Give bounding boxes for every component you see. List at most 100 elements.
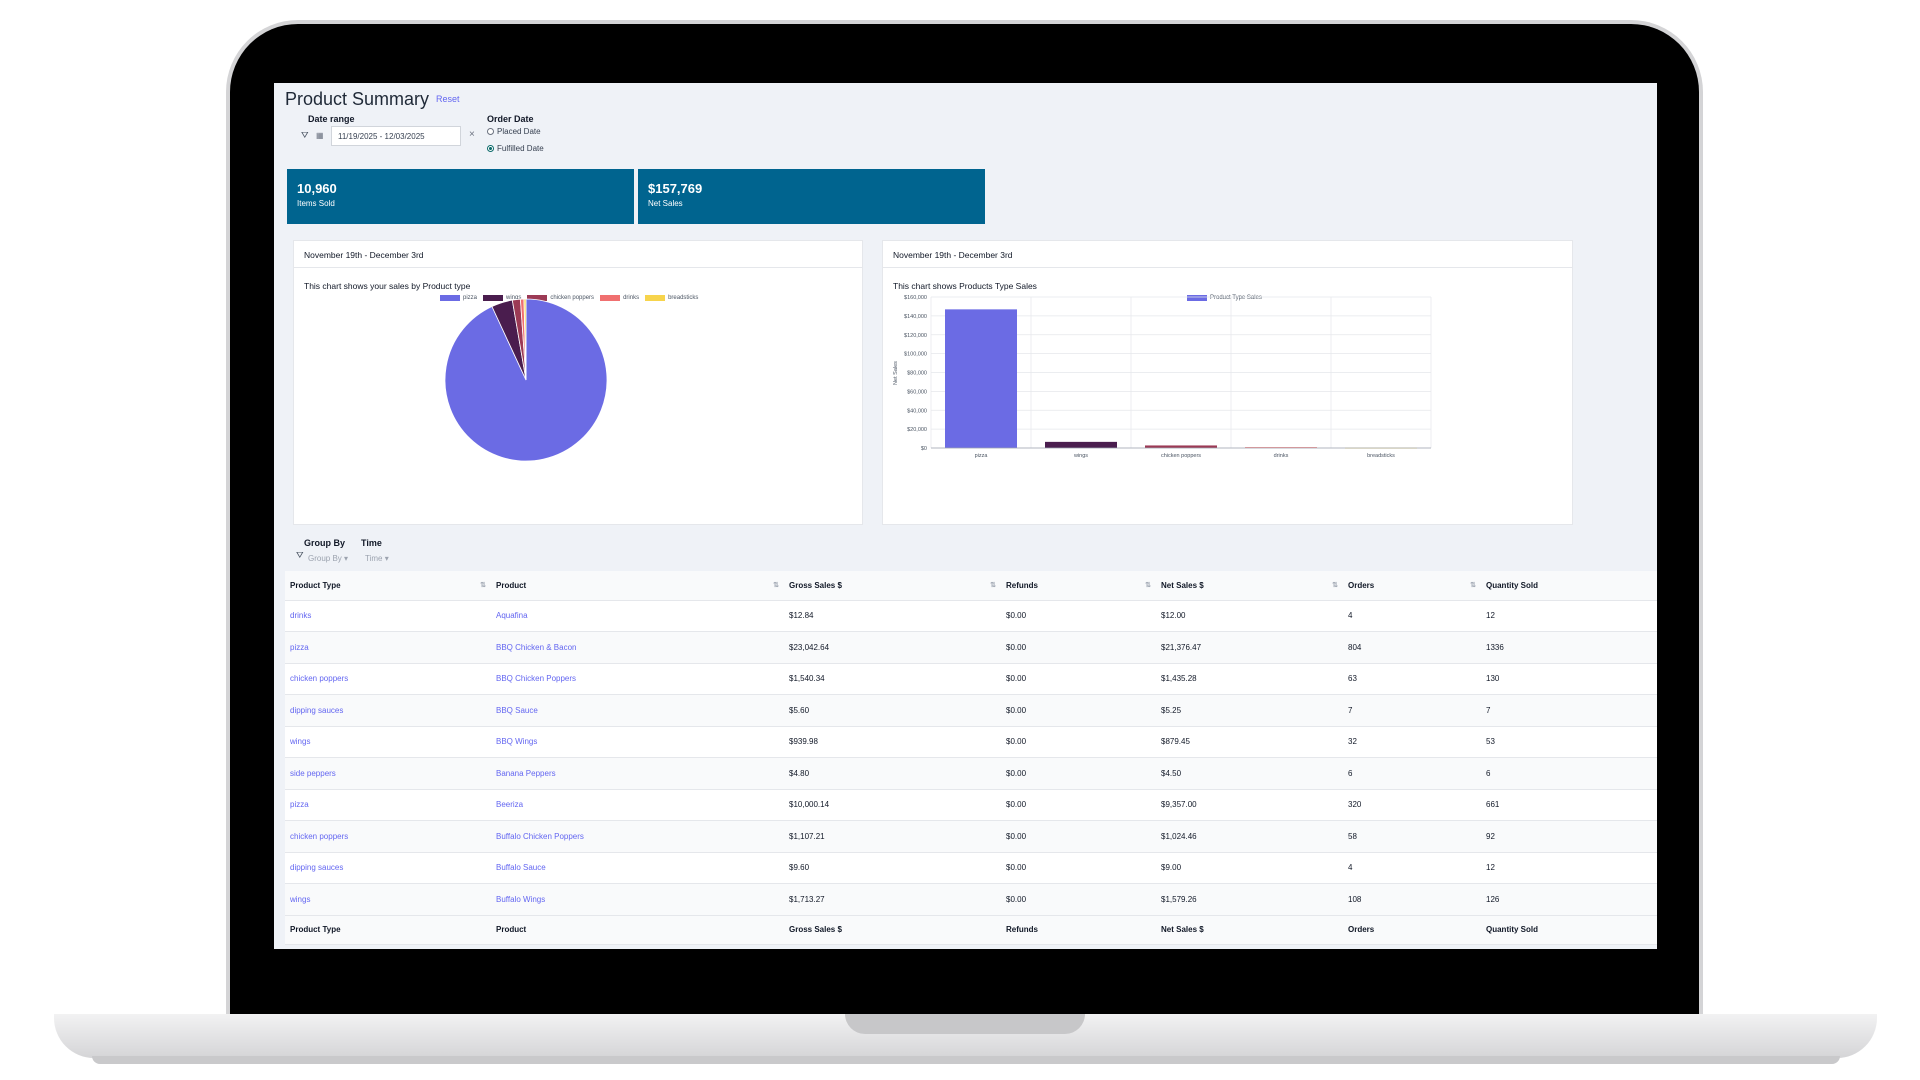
column-header[interactable]: Gross Sales $ ⇅ [784, 571, 1001, 601]
table-body: drinks Aquafina $12.84 $0.00 $12.00 4 12 pizza B… [285, 600, 1657, 916]
calendar-icon[interactable]: ▦ [316, 131, 324, 140]
column-header[interactable]: Net Sales $ ⇅ [1156, 571, 1343, 601]
column-header[interactable]: Refunds ⇅ [1001, 571, 1156, 601]
table-cell: $1,579.26 [1156, 883, 1343, 916]
table-cell: $1,435.28 [1156, 663, 1343, 695]
product-link[interactable]: BBQ Sauce [491, 694, 784, 727]
legend-swatch [483, 295, 504, 301]
product-type-link[interactable]: wings [285, 883, 491, 916]
kpi-label: Net Sales [648, 199, 683, 208]
time-placeholder: Time [365, 554, 383, 563]
table-cell: $10,000.14 [784, 789, 1001, 821]
product-type-link[interactable]: drinks [285, 600, 491, 632]
table-cell: $5.25 [1156, 694, 1343, 727]
kpi-card-net-sales: $157,769 Net Sales [638, 169, 985, 224]
group-by-placeholder: Group By [308, 554, 342, 563]
y-tick-label: $20,000 [907, 427, 927, 433]
column-header[interactable]: Orders ⇅ [1343, 571, 1481, 601]
product-link[interactable]: Banana Peppers [491, 757, 784, 790]
product-link[interactable]: BBQ Chicken & Bacon [491, 631, 784, 664]
kpi-card-items-sold: 10,960 Items Sold [287, 169, 634, 224]
radio-checked-icon[interactable] [487, 145, 494, 152]
fulfilled-date-label: Fulfilled Date [497, 144, 544, 153]
sort-icon: ⇅ [1332, 581, 1338, 589]
table-cell: 7 [1343, 694, 1481, 727]
product-type-link[interactable]: dipping sauces [285, 852, 491, 884]
table-row: chicken poppers Buffalo Chicken Poppers $1… [285, 820, 1657, 853]
table-row: dipping sauces Buffalo Sauce $9.60 $0.00 $9.… [285, 852, 1657, 884]
group-funnel-icon: ⛛ [296, 550, 304, 560]
pie-chart-svg [444, 298, 608, 462]
product-type-link[interactable]: chicken poppers [285, 663, 491, 695]
bar-wings[interactable] [1045, 441, 1117, 448]
footer-header: Refunds [1001, 914, 1156, 945]
bar-drinks[interactable] [1245, 447, 1317, 448]
table-cell: $0.00 [1001, 757, 1156, 790]
table-cell: $9.60 [784, 852, 1001, 884]
date-range-input[interactable] [331, 126, 461, 146]
table-cell: 63 [1343, 663, 1481, 695]
time-dropdown[interactable]: Time ▾ [365, 554, 389, 563]
bar-legend: Product Type Sales [1187, 295, 1262, 301]
table-cell: $939.98 [784, 726, 1001, 758]
x-tick-label: wings [1073, 453, 1088, 459]
laptop-base-shadow [92, 1056, 1840, 1064]
x-tick-label: chicken poppers [1161, 453, 1201, 459]
y-tick-label: $100,000 [904, 352, 927, 358]
column-header[interactable]: Product ⇅ [491, 571, 784, 601]
product-type-link[interactable]: side peppers [285, 757, 491, 790]
y-tick-label: $40,000 [907, 408, 927, 414]
table-row: drinks Aquafina $12.84 $0.00 $12.00 4 12 [285, 600, 1657, 632]
legend-item: chicken poppers [527, 295, 594, 301]
footer-header: Net Sales $ [1156, 914, 1343, 945]
product-link[interactable]: Beeriza [491, 789, 784, 821]
table-cell: $0.00 [1001, 694, 1156, 727]
column-header[interactable]: Product Type ⇅ [285, 571, 491, 601]
bar-chicken-poppers[interactable] [1145, 445, 1217, 448]
y-tick-label: $120,000 [904, 333, 927, 339]
table-cell: $0.00 [1001, 820, 1156, 853]
pie-slice-breadsticks[interactable] [523, 298, 527, 381]
clear-date-icon[interactable]: × [469, 129, 475, 140]
product-type-link[interactable]: dipping sauces [285, 694, 491, 727]
table-cell: 32 [1343, 726, 1481, 758]
column-header[interactable]: Quantity Sold [1481, 571, 1657, 601]
product-type-link[interactable]: pizza [285, 631, 491, 664]
product-type-link[interactable]: chicken poppers [285, 820, 491, 853]
legend-swatch [527, 295, 548, 301]
product-type-link[interactable]: pizza [285, 789, 491, 821]
bar-pizza[interactable] [945, 309, 1017, 448]
app-screen: Product Summary Reset Date range ⛛ ▦ × O… [274, 83, 1657, 949]
product-link[interactable]: Aquafina [491, 600, 784, 632]
y-tick-label: $160,000 [904, 295, 927, 301]
product-link[interactable]: Buffalo Sauce [491, 852, 784, 884]
table-cell: $1,107.21 [784, 820, 1001, 853]
radio-unchecked-icon[interactable] [487, 128, 494, 135]
table-cell: 108 [1343, 883, 1481, 916]
placed-date-radio[interactable]: Placed Date [487, 127, 541, 136]
group-by-dropdown[interactable]: Group By ▾ [308, 554, 348, 563]
reset-link[interactable]: Reset [436, 94, 460, 104]
table-cell: $21,376.47 [1156, 631, 1343, 664]
table-row: wings Buffalo Wings $1,713.27 $0.00 $1,579.2… [285, 883, 1657, 916]
bar-chart-svg: $0 $20,000 $40,000 $60,000 $80,000 $100,000 $1… [893, 295, 1432, 459]
product-link[interactable]: BBQ Wings [491, 726, 784, 758]
bar-chart-panel: November 19th - December 3rd This chart … [882, 240, 1573, 525]
product-link[interactable]: BBQ Chicken Poppers [491, 663, 784, 695]
product-type-link[interactable]: wings [285, 726, 491, 758]
product-link[interactable]: Buffalo Wings [491, 883, 784, 916]
pie-legend: pizza wings chicken poppers drinks breadstic… [440, 295, 698, 301]
fulfilled-date-radio[interactable]: Fulfilled Date [487, 144, 544, 153]
table-cell: $0.00 [1001, 631, 1156, 664]
table-row: dipping sauces BBQ Sauce $5.60 $0.00 $5.25 7 7 [285, 694, 1657, 727]
table-cell: 58 [1343, 820, 1481, 853]
legend-label: chicken poppers [550, 295, 595, 301]
table-cell: 12 [1481, 600, 1657, 632]
table-cell: $9,357.00 [1156, 789, 1343, 821]
table-cell: 12 [1481, 852, 1657, 884]
pie-chart-panel: November 19th - December 3rd This chart … [293, 240, 863, 525]
product-link[interactable]: Buffalo Chicken Poppers [491, 820, 784, 853]
x-tick-label: drinks [1274, 453, 1289, 459]
table-cell: $1,713.27 [784, 883, 1001, 916]
legend-label: pizza [463, 295, 478, 301]
